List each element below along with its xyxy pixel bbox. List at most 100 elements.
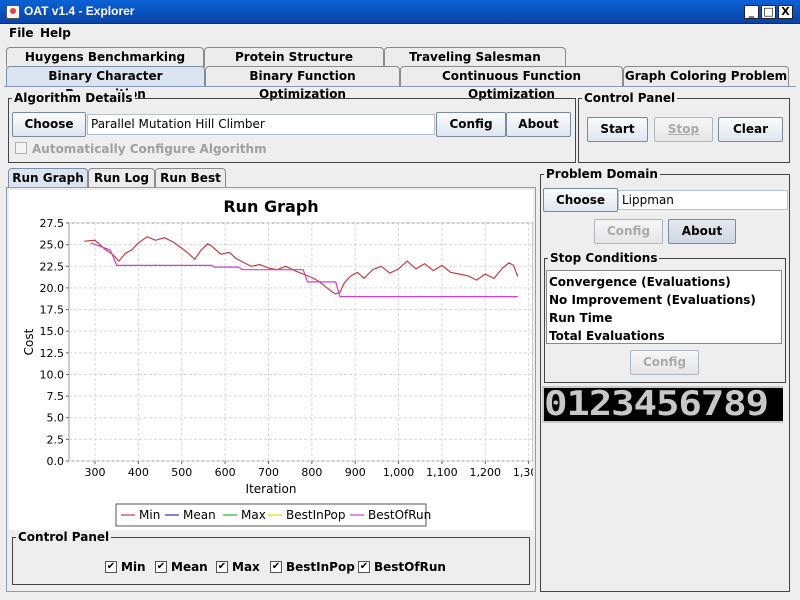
toggle-bestofrun-label: BestOfRun xyxy=(374,560,446,574)
stop-conditions-group xyxy=(544,258,786,383)
y-tick-label: 17.5 xyxy=(40,304,65,317)
tab-huygens[interactable]: Huygens Benchmarking Server xyxy=(6,47,204,82)
algorithm-about-button[interactable]: About xyxy=(506,112,571,137)
toggle-mean[interactable]: ✔ Mean xyxy=(155,560,216,574)
tab-binary-character[interactable]: Binary Character Recognition xyxy=(6,66,205,101)
stop-condition-item[interactable]: Total Evaluations xyxy=(549,329,665,343)
toggle-min-checkbox[interactable]: ✔ xyxy=(105,561,117,573)
tab-run-graph[interactable]: Run Graph xyxy=(8,168,88,188)
x-tick-label: 900 xyxy=(345,466,366,479)
auto-config-label: Automatically Configure Algorithm xyxy=(32,142,267,156)
domain-choose-button[interactable]: Choose xyxy=(543,188,618,212)
run-graph-chart: Run Graph 0.0 2.5 5.0 7.5 10.0 12.5 15.0 17.5 20… xyxy=(9,190,533,530)
x-tick-label: 1,200 xyxy=(470,466,502,479)
x-tick-label: 300 xyxy=(85,466,106,479)
y-tick-label: 25.0 xyxy=(40,239,65,252)
digits-preview-text: 0123456789 xyxy=(544,387,783,421)
toggle-mean-checkbox[interactable]: ✔ xyxy=(155,561,167,573)
stop-button[interactable]: Stop xyxy=(654,117,713,142)
y-tick-label: 27.5 xyxy=(40,217,65,230)
problem-domain-group xyxy=(540,174,790,592)
domain-about-button[interactable]: About xyxy=(668,219,736,244)
minimize-icon[interactable]: _ xyxy=(744,5,759,19)
tab-run-best[interactable]: Run Best xyxy=(155,168,226,188)
toggle-bestofrun[interactable]: ✔ BestOfRun xyxy=(358,560,448,574)
tab-continuous-function[interactable]: Continuous Function Optimization xyxy=(400,66,623,101)
y-tick-label: 15.0 xyxy=(40,325,65,338)
problem-domain-label: Problem Domain xyxy=(544,167,660,181)
x-tick-label: 1,000 xyxy=(383,466,415,479)
algorithm-choose-button[interactable]: Choose xyxy=(12,112,86,137)
x-tick-label: 1,300 xyxy=(513,466,533,479)
app-icon xyxy=(6,5,20,19)
legend-label-max: Max xyxy=(241,508,266,522)
auto-config-checkbox[interactable] xyxy=(15,142,27,154)
tab-divider xyxy=(4,86,796,87)
x-tick-label: 500 xyxy=(171,466,192,479)
toggle-mean-label: Mean xyxy=(171,560,208,574)
series-line-min xyxy=(84,236,519,295)
toggle-bestinpop[interactable]: ✔ BestInPop xyxy=(270,560,358,574)
menu-bar: File Help xyxy=(0,24,800,44)
stop-conditions-list[interactable]: Convergence (Evaluations) No Improvement… xyxy=(546,270,782,344)
title-bar[interactable]: OAT v1.4 - Explorer _ □ X xyxy=(0,0,800,24)
series-toggle-group xyxy=(12,537,530,585)
close-icon[interactable]: X xyxy=(778,5,793,19)
toggle-min[interactable]: ✔ Min xyxy=(105,560,155,574)
tab-binary-function[interactable]: Binary Function Optimization xyxy=(205,66,400,101)
maximize-icon[interactable]: □ xyxy=(761,5,776,19)
y-axis-ticks: 0.0 2.5 5.0 7.5 10.0 12.5 15.0 17.5 20.0 22.5 25.0… xyxy=(40,217,69,468)
tab-protein-structure[interactable]: Protein Structure Prediction xyxy=(204,47,384,82)
tab-graph-coloring[interactable]: Graph Coloring Problem xyxy=(623,66,789,86)
menu-help[interactable]: Help xyxy=(40,26,71,40)
y-tick-label: 22.5 xyxy=(40,260,65,273)
chart-title: Run Graph xyxy=(223,197,318,216)
stop-condition-item[interactable]: Convergence (Evaluations) xyxy=(549,275,731,289)
grid-lines xyxy=(69,222,533,462)
stop-condition-item[interactable]: Run Time xyxy=(549,311,613,325)
toggle-max-label: Max xyxy=(232,560,260,574)
toggle-bestinpop-label: BestInPop xyxy=(286,560,355,574)
tab-traveling-salesman[interactable]: Traveling Salesman Problem xyxy=(384,47,566,82)
legend-label-min: Min xyxy=(139,508,160,522)
y-tick-label: 7.5 xyxy=(47,390,65,403)
stop-conditions-label: Stop Conditions xyxy=(548,251,660,265)
control-panel-label: Control Panel xyxy=(582,91,678,105)
series-toggle-label: Control Panel xyxy=(16,530,112,544)
toggle-max-checkbox[interactable]: ✔ xyxy=(216,561,228,573)
digits-preview: 0123456789 xyxy=(542,386,783,423)
y-tick-label: 2.5 xyxy=(47,433,65,446)
toggle-min-label: Min xyxy=(121,560,146,574)
y-tick-label: 12.5 xyxy=(40,347,65,360)
menu-file[interactable]: File xyxy=(9,26,34,40)
y-axis-label: Cost xyxy=(22,328,36,355)
legend-items: Min Mean Max BestInPop BestOfRun xyxy=(121,508,431,522)
y-tick-label: 5.0 xyxy=(47,412,65,425)
stop-conditions-config-button[interactable]: Config xyxy=(630,350,699,375)
toggle-bestofrun-checkbox[interactable]: ✔ xyxy=(358,561,370,573)
tab-run-log[interactable]: Run Log xyxy=(88,168,155,188)
algorithm-config-button[interactable]: Config xyxy=(436,112,506,137)
control-panel-group xyxy=(578,98,790,163)
algorithm-details-group xyxy=(8,98,576,163)
algorithm-name-field[interactable]: Parallel Mutation Hill Climber xyxy=(87,114,435,135)
chart-series xyxy=(84,236,519,298)
domain-name-field[interactable]: Lippman xyxy=(618,190,788,210)
x-axis-ticks: 300 400 500 600 700 800 900 1,000 1,100 1,200 1,30… xyxy=(85,461,533,479)
legend-label-mean: Mean xyxy=(183,508,216,522)
stop-condition-item[interactable]: No Improvement (Evaluations) xyxy=(549,293,756,307)
y-tick-label: 10.0 xyxy=(40,368,65,381)
series-toggle-row: ✔ Min ✔ Mean ✔ Max ✔ BestInPop ✔ BestOfRun xyxy=(105,560,448,574)
domain-config-button[interactable]: Config xyxy=(594,219,663,244)
x-tick-label: 1,100 xyxy=(426,466,458,479)
x-axis-label: Iteration xyxy=(246,482,297,496)
clear-button[interactable]: Clear xyxy=(718,117,783,142)
window-title: OAT v1.4 - Explorer xyxy=(24,4,135,18)
x-tick-label: 400 xyxy=(128,466,149,479)
start-button[interactable]: Start xyxy=(587,117,648,142)
y-tick-label: 20.0 xyxy=(40,282,65,295)
toggle-bestinpop-checkbox[interactable]: ✔ xyxy=(270,561,282,573)
legend-label-bestinpop: BestInPop xyxy=(286,508,345,522)
x-tick-label: 700 xyxy=(258,466,279,479)
toggle-max[interactable]: ✔ Max xyxy=(216,560,270,574)
